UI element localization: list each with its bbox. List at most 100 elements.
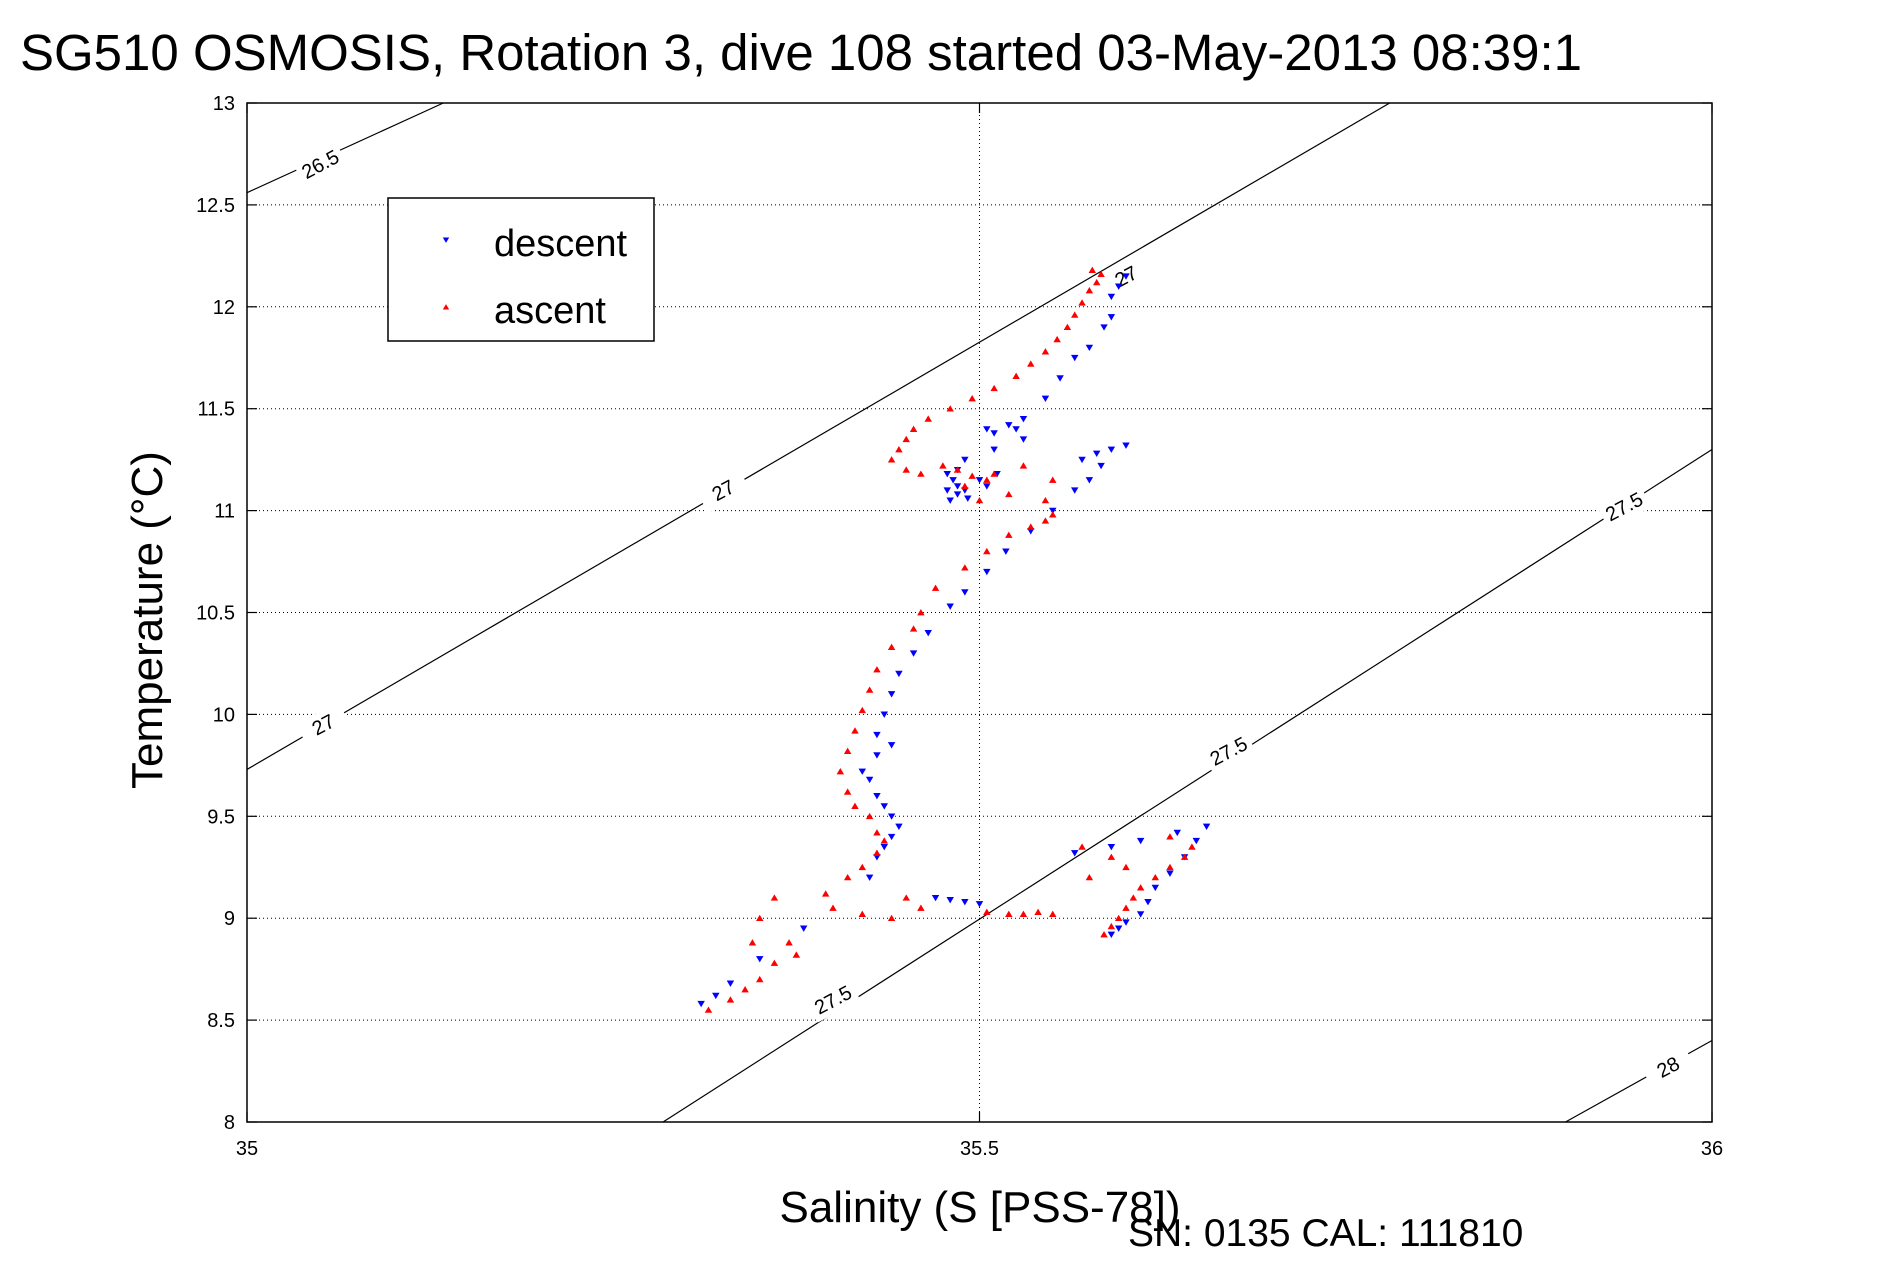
descent-point (1056, 375, 1064, 382)
legend-ascent-label: ascent (494, 290, 606, 332)
contour-line (246, 102, 444, 194)
ascent-point (873, 829, 881, 836)
ascent-point (953, 466, 962, 473)
ascent-point (858, 863, 867, 871)
ascent-point (1049, 511, 1057, 518)
x-tick-label: 35 (236, 1138, 258, 1160)
ascent-point (1005, 910, 1013, 917)
ascent-point (741, 986, 749, 993)
contour-label-bg (1201, 728, 1256, 774)
descent-point (961, 899, 969, 906)
descent-point (1136, 911, 1145, 918)
contour-line (246, 102, 1391, 770)
ascent-point (829, 904, 837, 911)
ascent-point (1166, 863, 1174, 871)
descent-point (924, 630, 932, 637)
ascent-point (865, 686, 874, 693)
y-tick-label: 9.5 (207, 806, 235, 828)
descent-point (1085, 344, 1094, 352)
descent-point (975, 901, 984, 908)
descent-point (895, 823, 903, 830)
ascent-point (990, 384, 998, 392)
ascent-point (851, 727, 859, 734)
ascent-point (909, 425, 918, 432)
descent-point (887, 813, 896, 820)
descent-point (983, 568, 991, 576)
descent-point (990, 430, 998, 437)
descent-point (1107, 293, 1116, 301)
ascent-point (1078, 843, 1086, 850)
ascent-point (902, 894, 910, 901)
ascent-point (1027, 360, 1035, 367)
ascent-point (792, 951, 801, 958)
ascent-point (931, 584, 940, 591)
ascent-point (1088, 266, 1097, 273)
descent-series (697, 273, 1211, 1008)
ascent-point (785, 939, 793, 946)
descent-point (953, 483, 962, 490)
ascent-point (756, 914, 764, 922)
legend: descent ascent (387, 197, 655, 342)
legend-ascent-marker-shape (442, 304, 450, 310)
descent-point (1078, 456, 1086, 464)
descent-point (961, 456, 969, 464)
descent-point (943, 471, 951, 478)
ascent-point (851, 802, 859, 809)
descent-point (726, 980, 735, 987)
descent-point (1107, 844, 1116, 851)
descent-point (1019, 416, 1028, 423)
contour-label-bg (805, 976, 861, 1023)
ascent-point (990, 470, 998, 477)
ascent-point (902, 466, 910, 473)
ascent-point (865, 812, 874, 820)
ascent-point (748, 939, 757, 946)
ascent-point (983, 908, 991, 915)
ascent-point (1034, 908, 1042, 915)
descent-point (880, 844, 888, 851)
descent-point (943, 487, 951, 494)
x-tick-label: 35.5 (960, 1138, 999, 1160)
ascent-point (1100, 931, 1108, 938)
descent-point (983, 426, 991, 433)
ascent-point (843, 873, 852, 881)
y-tick-label: 13 (213, 93, 235, 115)
descent-point (1085, 477, 1094, 484)
descent-point (1107, 931, 1116, 938)
ascent-point (1005, 490, 1013, 498)
ascent-point (895, 445, 903, 453)
descent-point (873, 731, 881, 739)
descent-point (887, 742, 896, 749)
ascent-point (1107, 853, 1116, 860)
ascent-point (983, 547, 991, 555)
ascent-point (1049, 476, 1057, 483)
legend-box (387, 197, 655, 342)
ascent-point (858, 706, 867, 714)
descent-point (1005, 422, 1013, 429)
descent-point (1019, 436, 1028, 443)
ascent-point (836, 767, 845, 775)
descent-point (1173, 829, 1181, 837)
descent-point (873, 752, 881, 759)
descent-point (1092, 450, 1101, 458)
y-tick-label: 8.5 (207, 1010, 235, 1032)
contour-label-bg (1596, 483, 1652, 530)
ascent-point (1027, 523, 1035, 530)
ascent-point (1041, 348, 1050, 355)
ascent-point (1063, 323, 1072, 331)
ascent-point (770, 959, 779, 966)
descent-point (1071, 850, 1079, 857)
ascent-point (968, 395, 976, 402)
ascent-point (1049, 910, 1057, 917)
descent-point (1151, 884, 1160, 892)
ascent-series (704, 266, 1196, 1013)
ascent-point (983, 476, 991, 483)
descent-point (858, 768, 867, 775)
ascent-point (880, 837, 888, 844)
descent-point (1107, 314, 1116, 321)
ascent-point (1122, 863, 1130, 871)
descent-point (946, 497, 954, 504)
ascent-point (770, 894, 779, 901)
descent-point (697, 1000, 705, 1008)
legend-descent-marker (442, 237, 450, 243)
